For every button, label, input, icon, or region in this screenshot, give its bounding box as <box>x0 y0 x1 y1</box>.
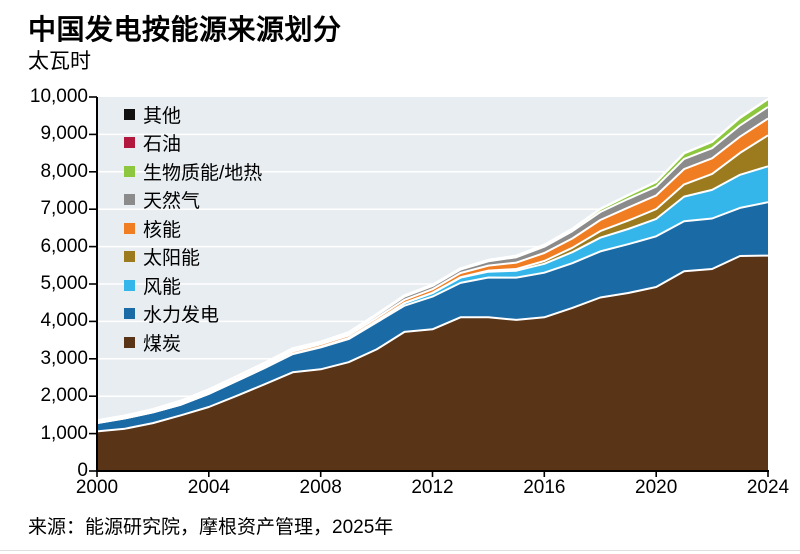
legend-swatch-icon <box>124 279 135 291</box>
area-series <box>97 255 768 471</box>
legend-label: 石油 <box>143 134 182 156</box>
y-tick-label: 5,000 <box>40 273 88 294</box>
legend-swatch-icon <box>124 137 135 149</box>
x-tick-label: 2000 <box>75 477 119 498</box>
area-series <box>97 166 768 424</box>
legend-swatch-icon <box>124 308 135 320</box>
x-tick-label: 2012 <box>411 477 454 498</box>
legend-label: 太阳能 <box>143 248 201 270</box>
x-tick-label: 2020 <box>635 477 678 498</box>
legend-swatch-icon <box>124 165 135 177</box>
legend-label: 核能 <box>143 219 182 241</box>
legend-item: 天然气 <box>124 186 262 215</box>
legend-swatch-icon <box>124 194 135 206</box>
x-tick-label: 2016 <box>523 477 566 498</box>
legend-swatch-icon <box>124 336 135 348</box>
x-tick-label: 2008 <box>299 477 342 498</box>
legend-label: 天然气 <box>143 191 201 213</box>
legend-item: 石油 <box>124 129 262 158</box>
y-tick-label: 4,000 <box>40 310 88 332</box>
x-tick-label: 2004 <box>187 477 230 498</box>
y-tick-label: 0 <box>77 460 88 481</box>
y-tick-label: 1,000 <box>40 422 88 444</box>
legend-item: 风能 <box>124 271 262 300</box>
y-tick-label: 10,000 <box>29 86 88 107</box>
area-series <box>97 202 768 432</box>
legend-item: 水力发电 <box>124 300 262 329</box>
source-attribution: 来源：能源研究院，摩根资产管理，2025年 <box>28 517 394 538</box>
bottom-divider <box>0 550 800 551</box>
x-tick-label: 2024 <box>746 477 790 498</box>
legend-swatch-icon <box>124 108 135 120</box>
legend-item: 太阳能 <box>124 243 262 272</box>
legend-item: 核能 <box>124 214 262 243</box>
legend-item: 其他 <box>124 100 262 129</box>
legend-item: 生物质能/地热 <box>124 157 262 186</box>
legend-swatch-icon <box>124 251 135 263</box>
y-tick-label: 9,000 <box>40 123 88 145</box>
y-tick-label: 6,000 <box>40 235 88 257</box>
legend-label: 水力发电 <box>143 305 220 327</box>
y-tick-label: 8,000 <box>40 160 88 182</box>
chart-legend: 其他石油生物质能/地热 天然气核能太阳能风能水力发电煤炭 <box>124 100 262 357</box>
legend-item: 煤炭 <box>124 328 262 357</box>
legend-label: 煤炭 <box>143 333 182 355</box>
y-tick-label: 7,000 <box>40 198 88 220</box>
legend-label: 其他 <box>143 105 182 127</box>
legend-label: 生物质能/地热 <box>143 162 263 184</box>
y-tick-label: 2,000 <box>40 385 88 407</box>
chart-title: 中国发电按能源来源划分 <box>28 14 342 45</box>
y-tick-label: 3,000 <box>40 347 88 369</box>
legend-label: 风能 <box>143 276 182 298</box>
chart-unit-label: 太瓦时 <box>28 50 91 73</box>
legend-swatch-icon <box>124 222 135 234</box>
